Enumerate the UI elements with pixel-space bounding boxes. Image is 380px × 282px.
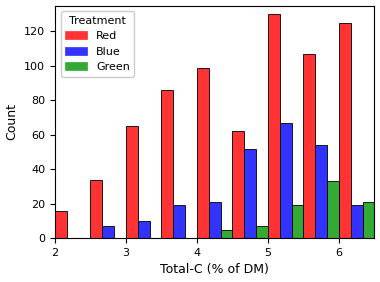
Bar [173, 205, 185, 238]
Bar [339, 23, 351, 238]
Bar [291, 205, 304, 238]
Bar [327, 181, 339, 238]
Bar [197, 68, 209, 238]
Bar [55, 211, 67, 238]
Bar [126, 126, 138, 238]
Bar [304, 54, 315, 238]
Legend: Red, Blue, Green: Red, Blue, Green [60, 11, 135, 77]
Bar [256, 226, 268, 238]
Bar [233, 131, 244, 238]
Bar [244, 149, 256, 238]
Bar [102, 226, 114, 238]
Bar [90, 180, 102, 238]
X-axis label: Total-C (% of DM): Total-C (% of DM) [160, 263, 269, 276]
Y-axis label: Count: Count [6, 103, 19, 140]
Bar [351, 205, 363, 238]
Bar [363, 202, 374, 238]
Bar [138, 221, 150, 238]
Bar [315, 145, 327, 238]
Bar [162, 90, 173, 238]
Bar [268, 14, 280, 238]
Bar [209, 202, 221, 238]
Bar [221, 230, 233, 238]
Bar [280, 123, 291, 238]
